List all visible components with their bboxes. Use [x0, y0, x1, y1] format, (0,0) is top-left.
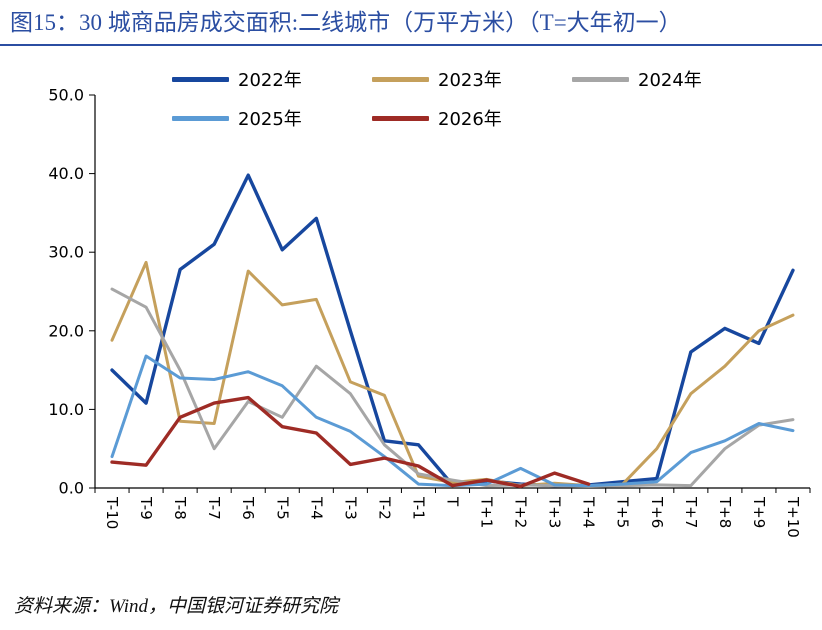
x-tick-label: T	[444, 496, 462, 507]
legend-line-swatch	[372, 76, 429, 82]
x-tick-label: T+6	[648, 496, 666, 528]
figure-title: 图15：30 城商品房成交面积:二线城市（万平方米）（T=大年初一）	[10, 10, 682, 35]
x-tick-label: T-5	[273, 496, 291, 520]
source-note: 资料来源：Wind，中国银河证券研究院	[14, 596, 339, 617]
y-tick-label: 10.0	[48, 400, 84, 419]
legend-label: 2026年	[438, 109, 502, 130]
x-tick-label: T+9	[750, 496, 768, 528]
series-line-2022年	[110, 173, 795, 488]
y-tick-label: 40.0	[48, 164, 84, 183]
legend-item-2025年: 2025年	[172, 105, 372, 131]
x-tick-label: T+3	[546, 496, 564, 528]
legend-item-2024年: 2024年	[572, 66, 772, 92]
legend-item-2023年: 2023年	[372, 66, 572, 92]
x-tick-label: T-3	[341, 496, 359, 520]
legend-label: 2025年	[238, 109, 302, 130]
x-tick-label: T+2	[512, 496, 530, 528]
chart-legend: 2022年 2023年 2024年 2025年 2026年	[172, 66, 772, 131]
y-tick-label: 50.0	[48, 86, 84, 105]
legend-label: 2023年	[438, 70, 502, 91]
legend-label: 2024年	[638, 70, 702, 91]
x-tick-label: T-9	[137, 496, 155, 520]
series-line-2023年	[110, 260, 795, 488]
x-tick-label: T-10	[103, 496, 121, 529]
x-tick-label: T+7	[682, 496, 700, 528]
series-line-2024年	[110, 287, 795, 488]
x-tick-label: T-2	[375, 496, 393, 520]
x-tick-label: T+4	[580, 496, 598, 528]
legend-line-swatch	[172, 76, 229, 82]
y-tick-label: 30.0	[48, 243, 84, 262]
x-tick-label: T+8	[716, 496, 734, 528]
x-tick-label: T-7	[205, 496, 223, 520]
legend-item-2026年: 2026年	[372, 105, 572, 131]
x-tick-label: T+1	[478, 496, 496, 528]
x-tick-label: T-4	[307, 496, 325, 520]
legend-line-swatch	[572, 76, 629, 82]
legend-line-swatch	[172, 115, 229, 121]
series-line-2026年	[110, 395, 591, 489]
x-tick-label: T+10	[784, 496, 802, 538]
y-tick-label: 20.0	[48, 321, 84, 340]
x-tick-label: T-1	[409, 496, 427, 520]
y-tick-label: 0.0	[59, 479, 84, 498]
line-chart: 0.0 10.0 20.0 30.0 40.0 50.0 T-10 T-9 T-8 T-7 T-6 T…	[48, 86, 811, 538]
legend-line-swatch	[372, 115, 429, 121]
x-tick-label: T-6	[239, 496, 257, 520]
legend-item-2022年: 2022年	[172, 66, 372, 92]
title-divider	[0, 44, 822, 46]
legend-label: 2022年	[238, 70, 302, 91]
x-tick-label: T+5	[614, 496, 632, 528]
x-tick-label: T-8	[171, 496, 189, 520]
